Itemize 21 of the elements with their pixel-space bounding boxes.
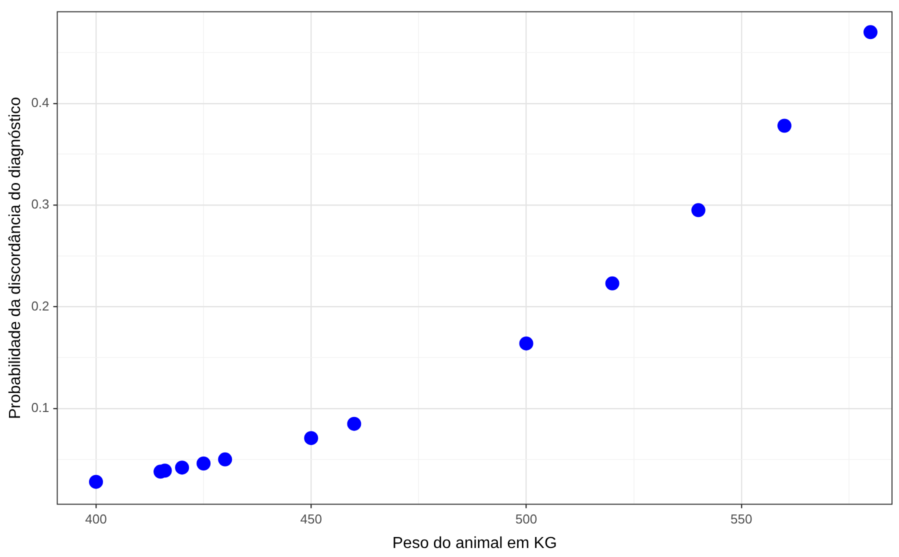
point [88, 474, 103, 489]
y-tick-label: 0.2 [31, 298, 50, 314]
point [691, 203, 706, 218]
point [777, 118, 792, 133]
x-axis-title: Peso do animal em KG [392, 534, 557, 552]
y-axis-title: Probabilidade da discordância do diagnóstico [7, 96, 24, 419]
y-tick-label: 0.4 [31, 94, 50, 110]
y-tick-label: 0.1 [31, 400, 50, 416]
point [863, 25, 878, 40]
x-tick-label: 500 [515, 512, 538, 527]
x-tick-label: 450 [300, 512, 322, 527]
point [519, 336, 534, 350]
x-tick-label: 400 [85, 512, 107, 527]
point [218, 452, 232, 466]
point [304, 431, 318, 446]
y-tick-label: 0.3 [31, 196, 50, 212]
point [605, 276, 620, 290]
x-tick-label: 550 [730, 512, 752, 527]
point [175, 460, 190, 475]
point [196, 456, 211, 471]
point [347, 416, 362, 431]
